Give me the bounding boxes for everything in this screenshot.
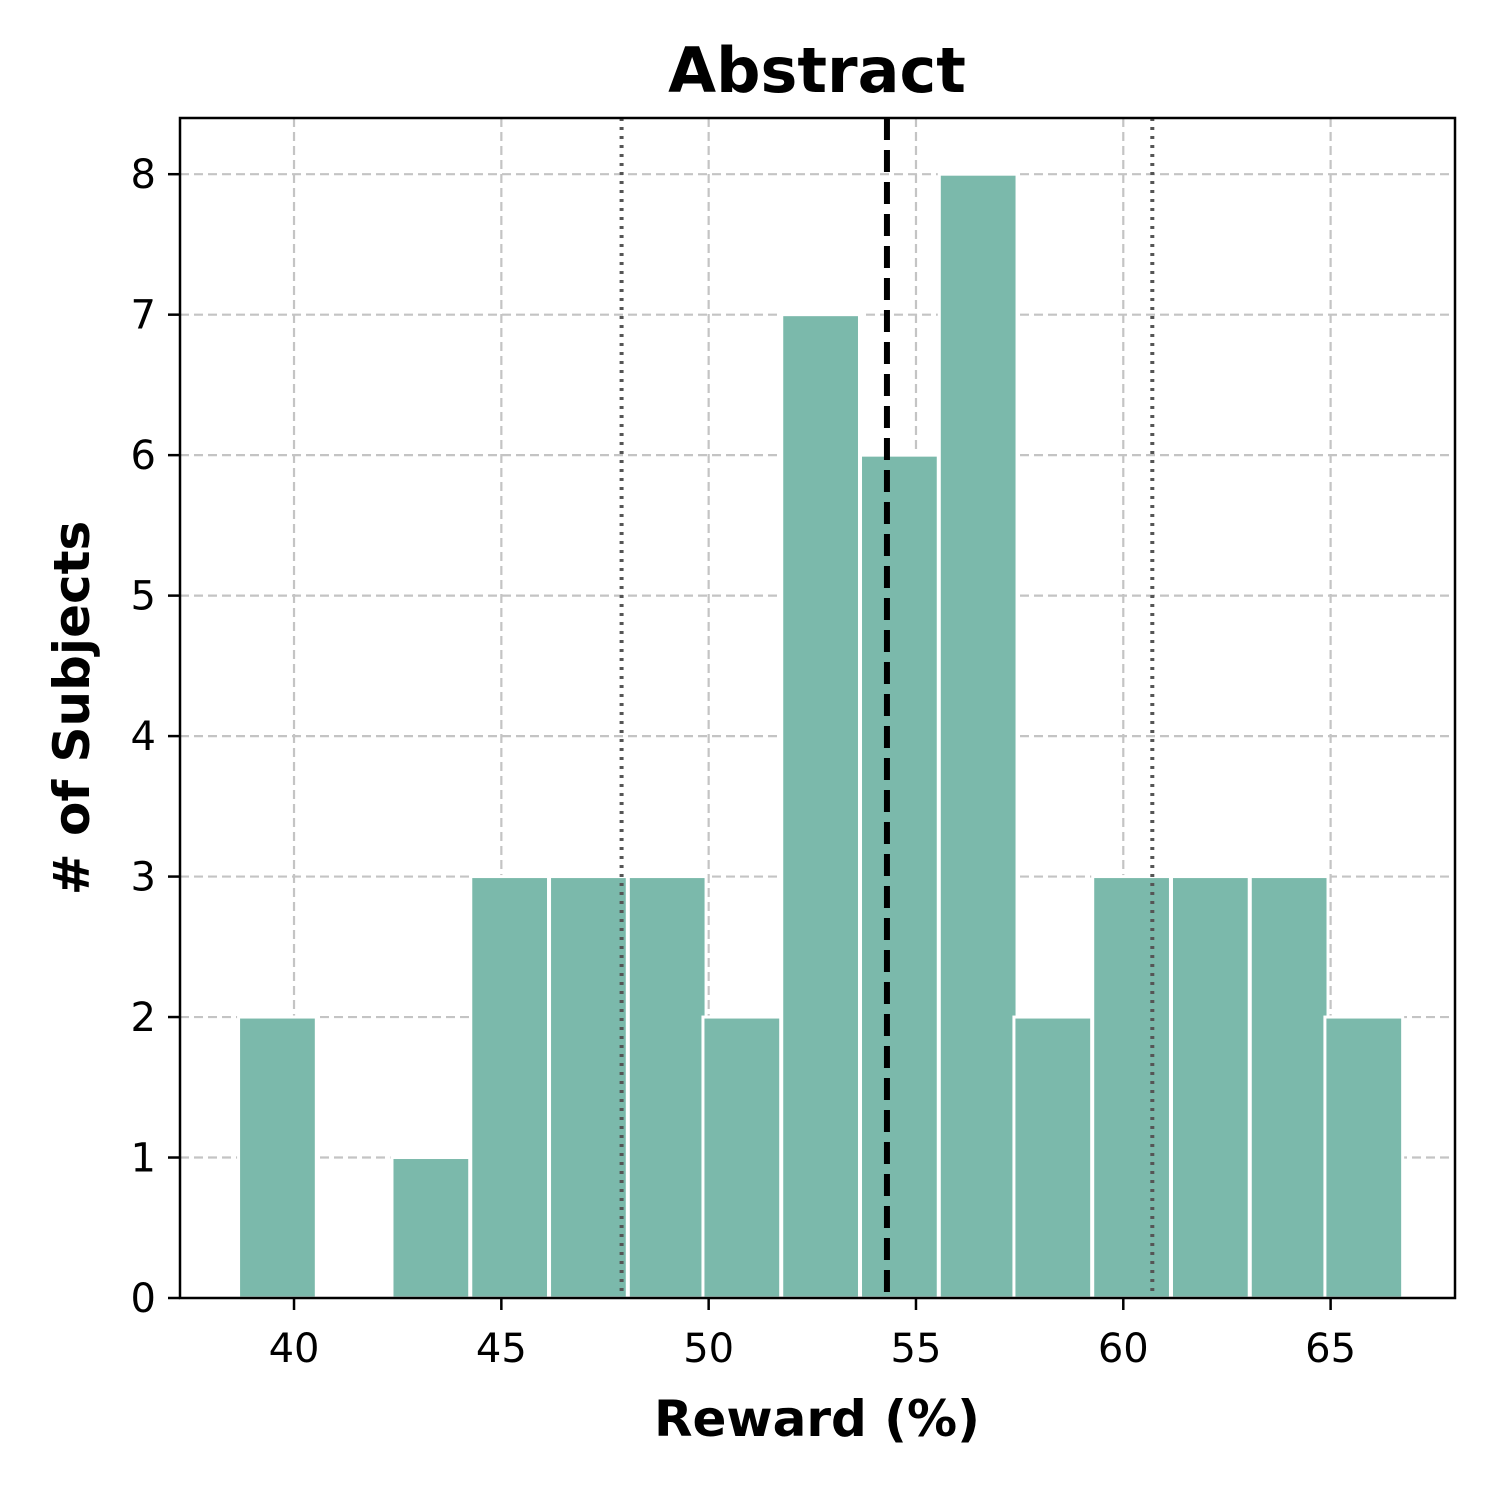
chart-title: Abstract <box>668 34 966 107</box>
histogram-bar <box>1091 875 1172 1300</box>
histogram-bar <box>469 875 551 1300</box>
x-axis-label: Reward (%) <box>654 1390 980 1448</box>
y-tick-label: 1 <box>131 1136 156 1182</box>
histogram-bar <box>626 875 708 1300</box>
plot-frame <box>178 116 1457 1300</box>
x-tick-label: 60 <box>1098 1326 1149 1372</box>
x-tick-label: 50 <box>683 1326 734 1372</box>
x-tick-label: 55 <box>891 1326 942 1372</box>
histogram-bar <box>1169 875 1251 1300</box>
histogram-bar <box>1323 1015 1405 1300</box>
histogram-bar <box>390 1156 472 1300</box>
histogram-bar <box>859 453 940 1300</box>
histogram-bar <box>1012 1015 1094 1300</box>
histogram-bar <box>237 1015 318 1300</box>
reference-lines <box>619 118 1155 1298</box>
histogram-bar <box>937 172 1019 1300</box>
x-tick-label: 45 <box>476 1326 527 1372</box>
histogram-bar <box>701 1015 783 1300</box>
y-tick-label: 5 <box>131 574 156 620</box>
histogram-bar <box>780 313 861 1300</box>
y-axis-label: # of Subjects <box>43 521 101 896</box>
y-tick-label: 6 <box>131 433 156 479</box>
y-tick-label: 4 <box>131 714 156 760</box>
histogram-bar <box>548 875 629 1300</box>
y-tick-label: 8 <box>131 152 156 198</box>
histogram-bars <box>237 172 1405 1300</box>
x-tick-label: 65 <box>1305 1326 1356 1372</box>
y-tick-label: 0 <box>131 1276 156 1322</box>
x-tick-label: 40 <box>269 1326 320 1372</box>
y-tick-label: 2 <box>131 995 156 1041</box>
histogram-bar <box>1248 875 1330 1300</box>
y-tick-label: 7 <box>131 293 156 339</box>
y-tick-label: 3 <box>131 855 156 901</box>
